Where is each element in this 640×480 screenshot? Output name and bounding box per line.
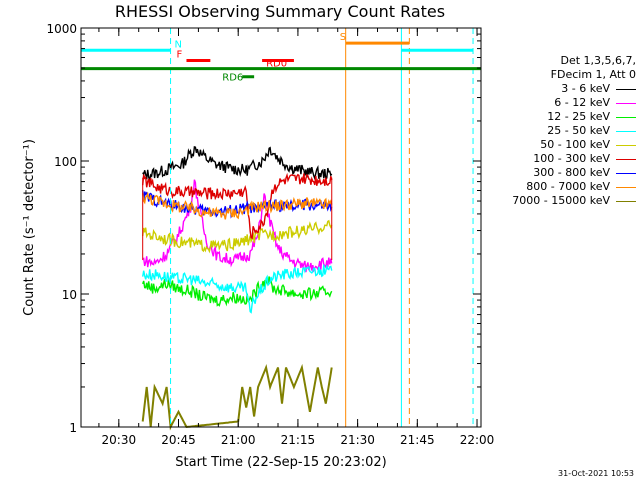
- legend-swatch: [616, 186, 636, 188]
- legend-entry-label: 300 - 800 keV: [533, 166, 610, 179]
- legend-entry: 100 - 300 keV: [484, 152, 636, 166]
- legend-entry: 12 - 25 keV: [484, 110, 636, 124]
- x-tick-label: 21:45: [400, 433, 435, 447]
- marker-label: N: [175, 39, 182, 50]
- marker-label: RD0: [266, 58, 287, 69]
- legend: Det 1,3,5,6,7, FDecim 1, Att 0 3 - 6 keV…: [484, 54, 636, 208]
- legend-entry: 50 - 100 keV: [484, 138, 636, 152]
- legend-entry: 300 - 800 keV: [484, 166, 636, 180]
- series-line: [142, 219, 333, 254]
- x-tick-label: 20:30: [102, 433, 137, 447]
- x-tick-label: 21:15: [281, 433, 316, 447]
- legend-swatch: [616, 88, 636, 90]
- marker-label: F: [177, 49, 183, 60]
- marker-label: S: [340, 32, 346, 43]
- y-axis-label: Count Rate (s⁻¹ detector⁻¹): [22, 139, 37, 316]
- series-line: [142, 145, 333, 182]
- y-tick-label: 1000: [46, 22, 77, 36]
- legend-swatch: [616, 200, 636, 202]
- legend-entry-label: 50 - 100 keV: [540, 138, 610, 151]
- plot-frame: [80, 27, 482, 428]
- legend-entry: 25 - 50 keV: [484, 124, 636, 138]
- x-axis-label: Start Time (22-Sep-15 20:23:02): [175, 455, 386, 470]
- marker-label: RD6: [222, 73, 243, 84]
- legend-swatch: [616, 158, 636, 160]
- y-tick-label: 1: [69, 421, 77, 435]
- legend-entry: 800 - 7000 keV: [484, 180, 636, 194]
- legend-entry-label: 7000 - 15000 keV: [512, 194, 610, 207]
- legend-entry: 7000 - 15000 keV: [484, 194, 636, 208]
- series-line: [142, 191, 333, 220]
- legend-entry-label: 100 - 300 keV: [533, 152, 610, 165]
- generation-date: 31-Oct-2021 10:53: [558, 469, 634, 478]
- legend-entry-label: 800 - 7000 keV: [526, 180, 610, 193]
- chart-title: RHESSI Observing Summary Count Rates: [114, 2, 446, 21]
- x-tick-label: 22:00: [460, 433, 495, 447]
- series-line: [142, 264, 333, 314]
- legend-entry-label: 12 - 25 keV: [547, 110, 610, 123]
- legend-swatch: [616, 144, 636, 146]
- series-line: [142, 276, 333, 307]
- legend-entry: 6 - 12 keV: [484, 96, 636, 110]
- legend-swatch: [616, 130, 636, 132]
- series-line: [141, 363, 333, 431]
- legend-swatch: [616, 116, 636, 118]
- legend-entry-label: 6 - 12 keV: [554, 96, 610, 109]
- series-line: [142, 172, 333, 240]
- legend-header-detectors: Det 1,3,5,6,7,: [560, 54, 636, 67]
- legend-entry: 3 - 6 keV: [484, 82, 636, 96]
- x-tick-label: 21:30: [340, 433, 375, 447]
- x-tick-label: 20:45: [161, 433, 196, 447]
- y-tick-label: 10: [62, 288, 77, 302]
- legend-entry-label: 3 - 6 keV: [561, 82, 610, 95]
- legend-swatch: [616, 102, 636, 104]
- legend-header-decimation: FDecim 1, Att 0: [550, 68, 636, 81]
- legend-swatch: [616, 172, 636, 174]
- y-tick-label: 100: [54, 155, 77, 169]
- x-tick-label: 21:00: [221, 433, 256, 447]
- legend-entry-label: 25 - 50 keV: [547, 124, 610, 137]
